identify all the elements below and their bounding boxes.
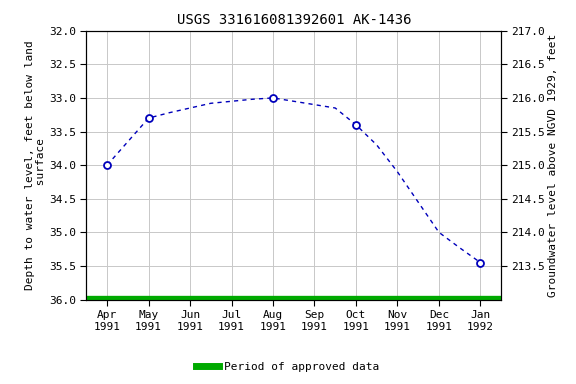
Y-axis label: Depth to water level, feet below land
 surface: Depth to water level, feet below land su… xyxy=(25,40,46,290)
Legend: Period of approved data: Period of approved data xyxy=(192,358,384,377)
Title: USGS 331616081392601 AK-1436: USGS 331616081392601 AK-1436 xyxy=(176,13,411,27)
Y-axis label: Groundwater level above NGVD 1929, feet: Groundwater level above NGVD 1929, feet xyxy=(548,33,558,297)
